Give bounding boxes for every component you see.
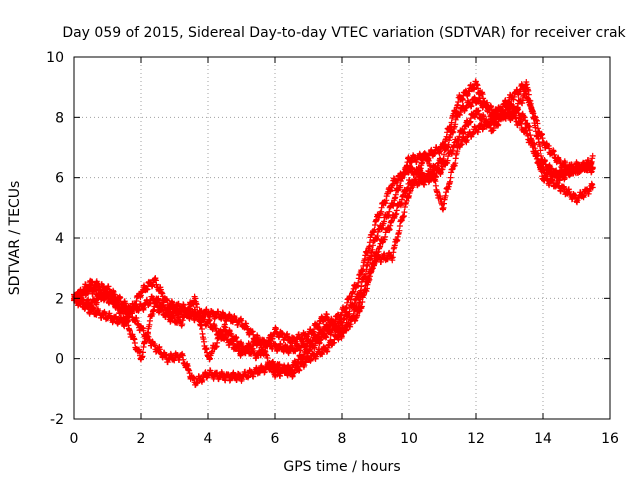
x-tick-label: 6 bbox=[271, 431, 280, 447]
y-tick-label: 4 bbox=[55, 231, 64, 247]
y-tick-label: 0 bbox=[55, 352, 64, 368]
y-tick-label: -2 bbox=[50, 412, 64, 428]
x-tick-label: 4 bbox=[204, 431, 213, 447]
series-track-d bbox=[71, 104, 596, 363]
series-track-b bbox=[71, 100, 596, 388]
grid bbox=[74, 57, 610, 419]
x-tick-label: 8 bbox=[338, 431, 347, 447]
y-tick-label: 6 bbox=[55, 171, 64, 187]
x-tick-label: 0 bbox=[70, 431, 79, 447]
y-tick-label: 10 bbox=[46, 50, 64, 66]
x-tick-label: 14 bbox=[534, 431, 552, 447]
series-markers bbox=[71, 100, 596, 388]
x-tick-label: 10 bbox=[400, 431, 418, 447]
x-tick-label: 16 bbox=[601, 431, 619, 447]
y-axis-label: SDTVAR / TECUs bbox=[7, 181, 23, 296]
y-tick-label: 8 bbox=[55, 110, 64, 126]
ticks: 0 2 4 6 8 10 12 14 16 -2 0 2 4 6 8 10 bbox=[46, 50, 619, 447]
series-markers bbox=[71, 104, 596, 363]
x-tick-label: 2 bbox=[137, 431, 146, 447]
series-layer bbox=[71, 78, 596, 388]
chart-title: Day 059 of 2015, Sidereal Day-to-day VTE… bbox=[62, 25, 626, 41]
x-tick-label: 12 bbox=[467, 431, 485, 447]
y-tick-label: 2 bbox=[55, 291, 64, 307]
x-axis-label: GPS time / hours bbox=[283, 459, 400, 475]
